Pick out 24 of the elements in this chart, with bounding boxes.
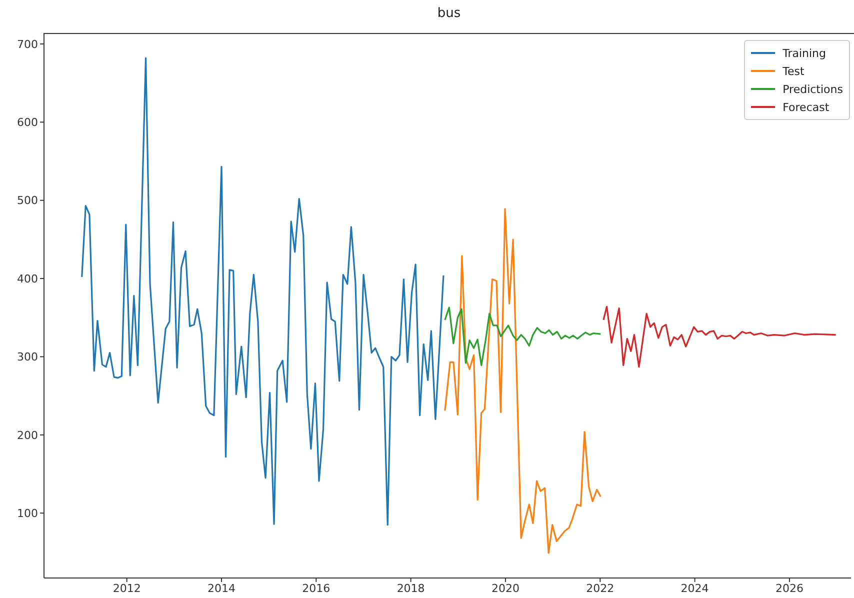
legend-label: Predictions: [782, 82, 843, 96]
x-tick-label: 2026: [775, 582, 804, 595]
chart-title: bus: [436, 6, 462, 21]
x-tick-label: 2016: [302, 582, 330, 595]
y-tick-label: 100: [17, 507, 38, 520]
y-tick-label: 700: [17, 38, 38, 51]
x-tick-label: 2020: [491, 582, 520, 595]
legend-label: Forecast: [782, 100, 830, 114]
x-tick-label: 2018: [396, 582, 425, 595]
line-series: [444, 306, 602, 366]
line-series: [81, 57, 444, 526]
x-tick-label: 2012: [112, 582, 141, 595]
legend-label: Training: [782, 46, 826, 60]
y-tick-label: 200: [17, 428, 38, 442]
y-tick-label: 300: [17, 350, 38, 364]
y-tick-label: 400: [17, 272, 38, 286]
x-tick-label: 2014: [207, 582, 236, 595]
line-series: [602, 306, 837, 368]
x-tick-label: 2022: [586, 582, 614, 595]
y-tick-label: 500: [17, 194, 38, 208]
legend-label: Test: [782, 64, 804, 78]
y-tick-label: 600: [17, 116, 38, 130]
x-tick-label: 2024: [680, 582, 709, 595]
line-series: [444, 208, 602, 554]
